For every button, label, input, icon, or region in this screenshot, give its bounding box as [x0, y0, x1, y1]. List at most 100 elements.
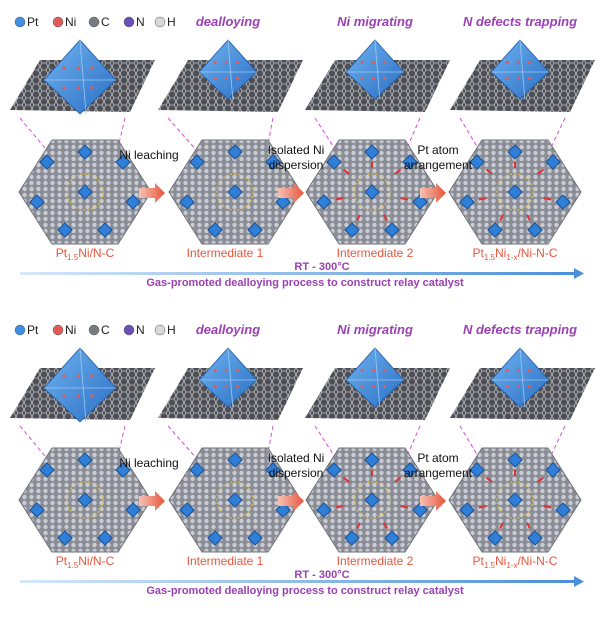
- ni-atom: [76, 66, 80, 70]
- legend-label: Ni: [65, 323, 76, 337]
- step-label: arrangement: [404, 466, 473, 480]
- process-line: [20, 272, 575, 275]
- ni-atom: [505, 60, 509, 64]
- stage-label-part: 1.5: [484, 253, 496, 262]
- pt-cluster: [402, 154, 418, 170]
- pt-cluster: [179, 194, 195, 210]
- ni-atom: [236, 76, 240, 80]
- ni-atom: [76, 394, 80, 398]
- pt-cluster: [507, 452, 523, 468]
- ni-atom: [371, 384, 375, 388]
- ni-site: [342, 476, 350, 483]
- stage-title: Ni migrating: [337, 14, 413, 29]
- pt-cluster: [487, 530, 503, 546]
- octahedron-edge: [199, 347, 257, 408]
- ni-atom: [90, 394, 94, 398]
- ni-site: [400, 505, 409, 509]
- ni-site: [356, 522, 361, 529]
- ni-site: [478, 197, 487, 201]
- core-ring: [496, 481, 534, 519]
- stage-label-part: Pt: [56, 554, 68, 568]
- octahedron-edge: [491, 347, 549, 408]
- ni-site: [342, 168, 350, 175]
- pt-cluster: [189, 462, 205, 478]
- step-label: dispersion: [269, 158, 324, 172]
- ni-atom: [224, 76, 228, 80]
- pt-cluster: [125, 502, 141, 518]
- ni-atom: [383, 76, 387, 80]
- step-label: Isolated Ni: [268, 143, 325, 157]
- legend-swatch: [154, 16, 166, 28]
- ni-atom: [76, 86, 80, 90]
- ni-atom: [505, 384, 509, 388]
- temperature: RT - 300°C: [294, 569, 349, 581]
- pt-cluster: [77, 452, 93, 468]
- stage-label-part: Intermediate 1: [187, 554, 264, 568]
- stage-label-part: Intermediate 2: [337, 246, 414, 260]
- ni-atom: [213, 76, 217, 80]
- ni-atom: [528, 368, 532, 372]
- core-ring: [216, 481, 254, 519]
- pt-cluster: [384, 530, 400, 546]
- pt-cluster: [227, 184, 243, 200]
- ni-site: [383, 214, 388, 221]
- octahedron: [345, 39, 405, 100]
- ni-atom: [76, 374, 80, 378]
- octahedron: [198, 39, 258, 100]
- pt-cluster: [487, 222, 503, 238]
- pt-cluster: [97, 530, 113, 546]
- pt-cluster: [77, 492, 93, 508]
- octahedron: [345, 347, 405, 408]
- legend-label: C: [101, 323, 110, 337]
- ni-atom: [516, 76, 521, 80]
- pt-cluster: [207, 530, 223, 546]
- legend-label: Ni: [65, 15, 76, 29]
- legend-swatch: [123, 324, 135, 336]
- ni-atom: [213, 368, 217, 372]
- pt-cluster: [384, 222, 400, 238]
- stage-label: Pt1.5Ni1-x/Ni-N-C: [473, 246, 558, 262]
- ni-atom: [213, 60, 217, 64]
- pt-cluster: [115, 154, 131, 170]
- pt-cluster: [555, 194, 571, 210]
- pt-cluster: [412, 194, 428, 210]
- octahedron: [490, 347, 550, 408]
- pt-cluster: [247, 222, 263, 238]
- ni-atom: [224, 368, 228, 372]
- stage-label-part: Ni: [495, 554, 506, 568]
- core-ring: [66, 173, 104, 211]
- stage-label-part: Pt: [473, 246, 485, 260]
- ni-site: [394, 168, 402, 175]
- legend-label: N: [136, 323, 145, 337]
- step-arrow: [278, 491, 304, 511]
- pt-cluster: [125, 194, 141, 210]
- octahedron-edge: [346, 347, 404, 408]
- ni-atom: [528, 76, 532, 80]
- pt-cluster: [507, 492, 523, 508]
- pt-cluster: [97, 222, 113, 238]
- ni-site: [537, 168, 545, 175]
- ni-site: [537, 476, 545, 483]
- process-arrowhead: [574, 576, 584, 587]
- octahedron: [43, 39, 117, 115]
- octahedron-edge: [346, 39, 404, 100]
- legend-swatch: [154, 324, 166, 336]
- pt-cluster: [459, 194, 475, 210]
- pt-cluster: [227, 492, 243, 508]
- pt-cluster: [507, 144, 523, 160]
- ni-atom: [360, 60, 364, 64]
- stage-title: Ni migrating: [337, 322, 413, 337]
- pt-cluster: [316, 194, 332, 210]
- step-arrow: [139, 183, 165, 203]
- ni-atom: [516, 384, 521, 388]
- pt-cluster: [469, 154, 485, 170]
- stage-label: Intermediate 2: [337, 554, 414, 568]
- step-label: dispersion: [269, 466, 324, 480]
- core-ring: [353, 173, 391, 211]
- stage-label: Intermediate 2: [337, 246, 414, 260]
- ni-atom: [360, 76, 364, 80]
- octahedron-edge: [44, 39, 116, 115]
- pt-cluster: [364, 184, 380, 200]
